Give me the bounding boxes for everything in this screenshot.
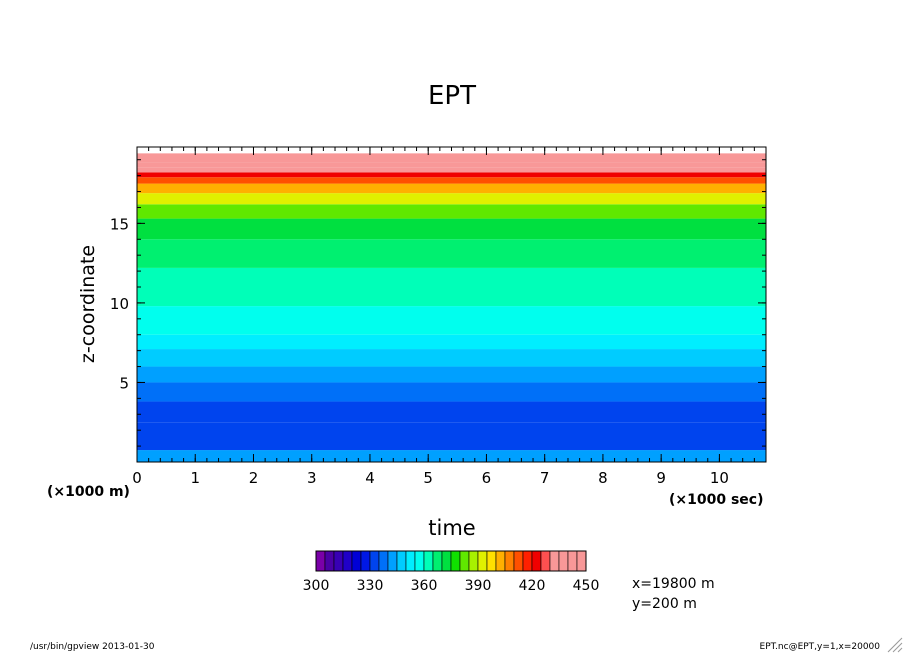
colorbar-swatch	[378, 550, 389, 572]
colorbar-swatch	[495, 550, 506, 572]
chart-title: EPT	[428, 81, 476, 111]
contour-band	[137, 401, 766, 423]
footer-left-text: /usr/bin/gpview 2013-01-30	[30, 642, 155, 652]
x-axis-label: time	[428, 516, 475, 540]
x-tick-label: 7	[540, 469, 550, 487]
colorbar-swatch	[504, 550, 515, 572]
colorbar-swatch	[558, 550, 569, 572]
colorbar-swatch	[549, 550, 560, 572]
colorbar-frame	[315, 550, 587, 572]
x-tick-label: 10	[710, 469, 729, 487]
colorbar-tick-label: 390	[465, 578, 492, 594]
contour-band	[137, 349, 766, 367]
axis-ticks: 0 1 2 3 4 5 6 7 8 9 10 5 10 15	[110, 147, 767, 487]
colorbar-tick-label: 420	[519, 578, 546, 594]
colorbar-tick-label: 330	[357, 578, 384, 594]
contour-band	[137, 172, 766, 178]
colorbar-swatch	[405, 550, 416, 572]
colorbar-swatch	[333, 550, 344, 572]
contour-band	[137, 267, 766, 307]
x-tick-label: 1	[190, 469, 200, 487]
colorbar-swatch	[450, 550, 461, 572]
colorbar-swatch	[468, 550, 479, 572]
colorbar-swatch	[414, 550, 425, 572]
x-tick-label: 8	[598, 469, 608, 487]
contour-band	[137, 239, 766, 268]
colorbar-swatch	[576, 550, 587, 572]
y-axis-label: z-coordinate	[77, 245, 99, 363]
colorbar: 300 330 360 390 420 450	[303, 550, 600, 594]
colorbar-tick-label: 300	[303, 578, 330, 594]
resize-grip-icon	[887, 637, 903, 653]
colorbar-swatch	[522, 550, 533, 572]
contour-band	[137, 177, 766, 184]
colorbar-swatch	[396, 550, 407, 572]
contour-band	[137, 450, 766, 462]
contour-fill-layer	[137, 153, 766, 462]
colorbar-swatch	[360, 550, 371, 572]
colorbar-swatch	[513, 550, 524, 572]
colorbar-swatch	[315, 550, 326, 572]
contour-band	[137, 382, 766, 402]
contour-band	[137, 167, 766, 173]
contour-band	[137, 218, 766, 240]
x-tick-label: 4	[365, 469, 375, 487]
contour-band	[137, 204, 766, 219]
contour-band	[137, 422, 766, 451]
x-tick-label: 3	[307, 469, 317, 487]
contour-band	[137, 306, 766, 335]
position-y-annotation: y=200 m	[632, 596, 697, 612]
colorbar-swatch	[351, 550, 362, 572]
contour-band	[137, 183, 766, 194]
colorbar-swatch	[486, 550, 497, 572]
x-unit-label: (×1000 sec)	[669, 492, 764, 508]
colorbar-swatch	[477, 550, 488, 572]
y-tick-label: 15	[110, 215, 129, 233]
colorbar-swatch	[567, 550, 578, 572]
x-tick-label: 5	[423, 469, 433, 487]
x-tick-label: 6	[482, 469, 492, 487]
colorbar-swatch	[423, 550, 434, 572]
colorbar-swatch	[540, 550, 551, 572]
contour-band	[137, 162, 766, 168]
colorbar-swatch	[531, 550, 542, 572]
colorbar-swatch	[369, 550, 380, 572]
colorbar-swatch	[432, 550, 443, 572]
y-tick-label: 5	[119, 374, 129, 392]
y-tick-label: 10	[110, 295, 129, 313]
footer-right-text: EPT.nc@EPT,y=1,x=20000	[760, 642, 881, 652]
y-unit-label: (×1000 m)	[47, 484, 130, 500]
position-x-annotation: x=19800 m	[632, 576, 715, 592]
x-tick-label: 0	[132, 469, 142, 487]
colorbar-tick-label: 360	[411, 578, 438, 594]
x-tick-label: 2	[249, 469, 259, 487]
contour-band	[137, 153, 766, 163]
x-tick-label: 9	[656, 469, 666, 487]
colorbar-tick-label: 450	[573, 578, 600, 594]
colorbar-swatch	[441, 550, 452, 572]
colorbar-swatch	[459, 550, 470, 572]
colorbar-swatch	[387, 550, 398, 572]
colorbar-swatch	[342, 550, 353, 572]
contour-band	[137, 193, 766, 205]
contour-band	[137, 334, 766, 350]
colorbar-swatch	[324, 550, 335, 572]
contour-band	[137, 366, 766, 383]
